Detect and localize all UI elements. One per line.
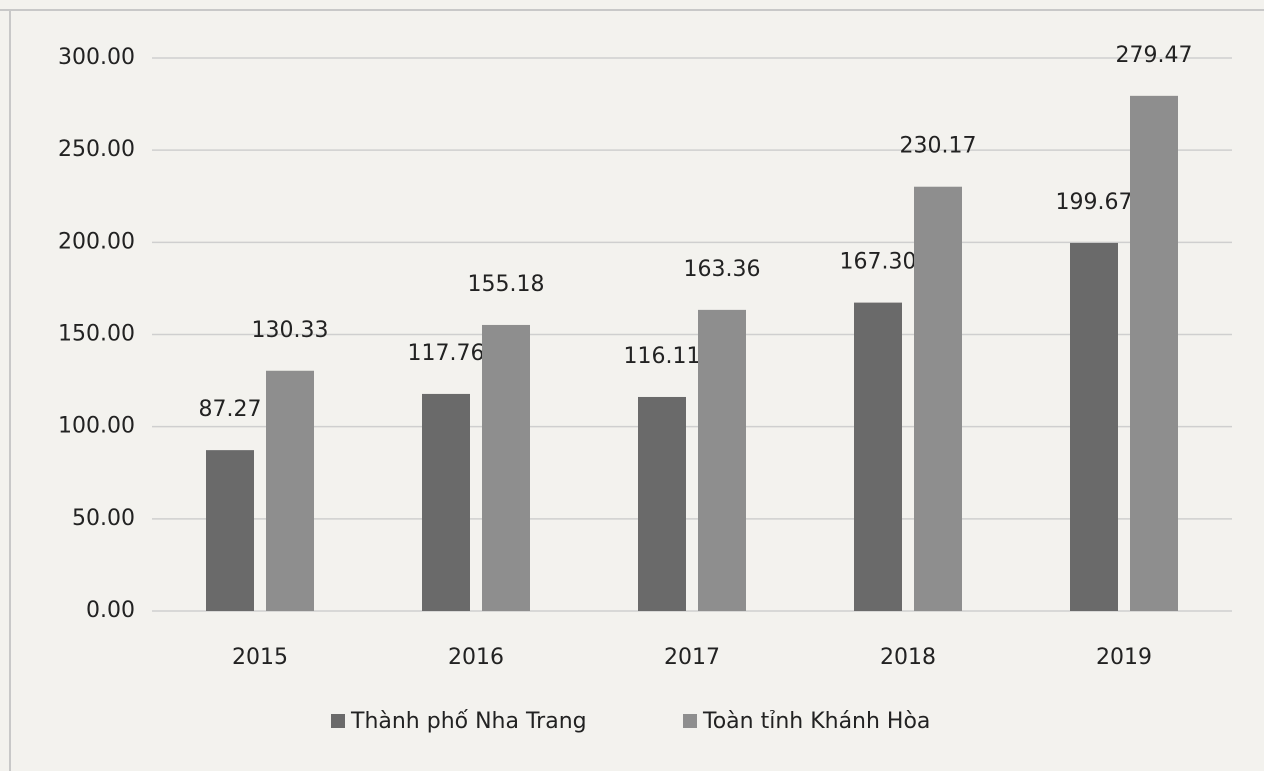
y-tick-label: 100.00: [58, 414, 135, 439]
data-label: 87.27: [199, 397, 262, 422]
legend-label: Thành phố Nha Trang: [350, 709, 587, 734]
data-label: 163.36: [684, 257, 761, 282]
bar: [638, 396, 686, 611]
bar: [422, 393, 470, 611]
y-tick-label: 300.00: [58, 45, 135, 70]
legend-swatch: [683, 714, 697, 728]
y-tick-label: 50.00: [72, 506, 135, 531]
data-label: 199.67: [1056, 190, 1133, 215]
data-label: 279.47: [1116, 43, 1193, 68]
bar: [698, 309, 746, 611]
y-tick-label: 200.00: [58, 229, 135, 254]
x-tick-label: 2015: [232, 645, 288, 670]
bar: [1070, 242, 1118, 611]
bar: [482, 324, 530, 611]
bar: [914, 186, 962, 611]
bar: [1130, 95, 1178, 612]
x-tick-label: 2019: [1096, 645, 1152, 670]
y-tick-label: 0.00: [86, 598, 135, 623]
data-label: 167.30: [840, 250, 917, 275]
x-tick-label: 2016: [448, 645, 504, 670]
bar: [854, 302, 902, 611]
x-tick-label: 2018: [880, 645, 936, 670]
data-label: 117.76: [408, 341, 485, 366]
data-label: 230.17: [900, 134, 977, 159]
legend-label: Toàn tỉnh Khánh Hòa: [702, 709, 930, 734]
data-label: 130.33: [252, 318, 329, 343]
data-label: 155.18: [468, 272, 545, 297]
y-tick-label: 150.00: [58, 322, 135, 347]
bar: [266, 370, 314, 611]
bar: [206, 450, 254, 611]
legend-swatch: [331, 714, 345, 728]
y-tick-label: 250.00: [58, 137, 135, 162]
data-label: 116.11: [624, 344, 701, 369]
x-tick-label: 2017: [664, 645, 720, 670]
